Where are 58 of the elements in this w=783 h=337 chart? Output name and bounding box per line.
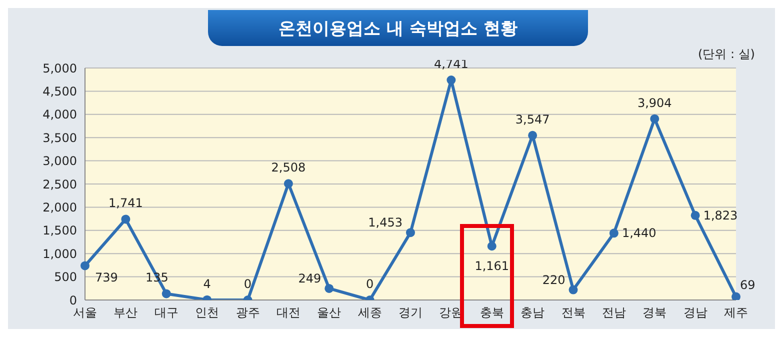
x-tick-label: 서울 bbox=[73, 306, 97, 320]
x-tick-label: 경남 bbox=[683, 306, 708, 320]
x-tick-label: 전북 bbox=[561, 306, 586, 320]
y-tick-label: 4,500 bbox=[42, 84, 77, 98]
y-tick-label: 4,000 bbox=[42, 108, 77, 122]
data-label: 1,823 bbox=[703, 208, 738, 222]
x-tick-label: 대전 bbox=[276, 306, 300, 320]
x-tick-label: 제주 bbox=[724, 306, 748, 320]
data-label: 3,904 bbox=[637, 96, 672, 110]
x-tick-label: 대구 bbox=[154, 306, 178, 320]
point bbox=[446, 76, 456, 85]
x-tick-label: 경기 bbox=[398, 306, 422, 320]
x-tick-label: 충북 bbox=[480, 306, 504, 320]
data-label: 1,440 bbox=[622, 226, 656, 240]
point bbox=[650, 114, 660, 124]
point bbox=[528, 130, 538, 140]
data-label: 1,453 bbox=[368, 216, 402, 230]
data-label: 0 bbox=[366, 277, 374, 291]
point bbox=[162, 289, 171, 298]
data-label: 69 bbox=[740, 278, 756, 292]
point bbox=[609, 228, 618, 238]
y-tick-label: 500 bbox=[54, 270, 77, 284]
data-label: 249 bbox=[298, 271, 322, 286]
data-label: 1,161 bbox=[474, 259, 510, 274]
y-tick-label: 2,500 bbox=[42, 177, 77, 192]
x-tick-label: 세종 bbox=[358, 306, 382, 320]
y-tick-label: 0 bbox=[69, 293, 77, 308]
point bbox=[690, 210, 700, 220]
x-tick-label: 전남 bbox=[602, 306, 626, 320]
data-label: 1,741 bbox=[108, 196, 143, 210]
x-tick-label: 울산 bbox=[317, 306, 342, 320]
point bbox=[121, 214, 130, 224]
y-tick-label: 1,000 bbox=[42, 246, 77, 261]
x-tick-label: 부산 bbox=[114, 306, 138, 320]
y-tick-label: 3,500 bbox=[42, 130, 77, 145]
point bbox=[406, 228, 415, 238]
point bbox=[487, 242, 496, 251]
point bbox=[568, 285, 578, 294]
y-tick-label: 1,500 bbox=[42, 224, 77, 238]
point bbox=[284, 179, 293, 188]
y-tick-label: 5,000 bbox=[42, 61, 77, 76]
data-label: 3,547 bbox=[515, 112, 550, 126]
data-label: 220 bbox=[542, 272, 566, 287]
data-label: 2,508 bbox=[271, 160, 306, 175]
point bbox=[732, 292, 740, 300]
text: (단위 : 실) bbox=[698, 46, 755, 63]
x-tick-label: 광주 bbox=[236, 306, 260, 320]
y-tick-label: 3,000 bbox=[42, 154, 77, 168]
point bbox=[80, 261, 90, 270]
data-label: 739 bbox=[95, 270, 118, 285]
chart-title: 온천이용업소 내 숙박업소 현황 bbox=[208, 10, 588, 46]
x-tick-label: 경북 bbox=[642, 306, 667, 320]
y-tick-label: 2,000 bbox=[42, 200, 77, 214]
x-tick-label: 충남 bbox=[520, 306, 545, 320]
data-label: 4 bbox=[203, 276, 211, 291]
point bbox=[324, 284, 334, 293]
x-tick-label: 인천 bbox=[195, 306, 220, 320]
data-label: 0 bbox=[244, 277, 252, 291]
